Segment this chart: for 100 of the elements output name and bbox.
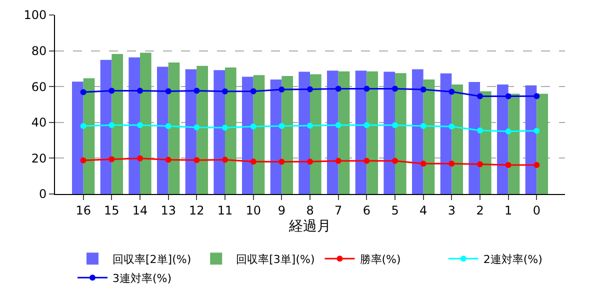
point (222, 156, 228, 163)
point (80, 122, 86, 129)
legend-label: 勝率(%) (360, 252, 401, 266)
point (420, 160, 426, 167)
point (165, 123, 172, 130)
point (108, 122, 115, 128)
y-tick-label: 80 (31, 44, 47, 58)
x-tick-label: 12 (189, 203, 204, 218)
legend-label: 回収率[3単](%) (236, 252, 315, 266)
bar (196, 66, 208, 194)
point (307, 158, 313, 165)
bar (282, 76, 293, 194)
legend-label: 2連対率(%) (483, 252, 542, 266)
point (335, 86, 342, 92)
bar (225, 67, 236, 194)
x-tick-label: 8 (306, 203, 314, 218)
point (194, 124, 200, 130)
point (477, 127, 483, 134)
point (335, 158, 342, 164)
bar (270, 79, 282, 194)
bar (338, 71, 350, 194)
bar (214, 70, 225, 194)
point (250, 88, 256, 94)
x-tick-label: 3 (448, 203, 456, 218)
bar (395, 73, 406, 194)
point (534, 93, 540, 100)
point (250, 124, 256, 130)
point (420, 86, 426, 92)
x-tick-label: 16 (76, 203, 91, 218)
point (165, 156, 172, 163)
point (278, 122, 285, 129)
y-tick-label: 60 (31, 80, 47, 94)
bar (412, 69, 424, 194)
bar (440, 73, 452, 194)
point (448, 88, 455, 95)
point (477, 93, 483, 100)
x-axis-title: 経過月 (288, 218, 331, 235)
point (364, 122, 370, 128)
bar (128, 57, 140, 194)
x-tick-label: 10 (246, 203, 261, 218)
legend-label: 3連対率(%) (112, 272, 172, 285)
point (108, 88, 115, 94)
point (448, 160, 455, 167)
bar (452, 84, 463, 194)
point (534, 162, 540, 168)
bar (140, 52, 152, 194)
bar (508, 94, 520, 194)
point (392, 86, 398, 92)
bar (185, 69, 197, 194)
bar (112, 54, 123, 194)
point (80, 89, 86, 96)
bar (525, 85, 537, 194)
x-tick-label: 13 (160, 203, 176, 218)
point (505, 93, 512, 100)
bar (536, 94, 548, 194)
x-tick-label: 5 (391, 203, 399, 218)
point (364, 158, 370, 164)
point (505, 162, 512, 168)
point (278, 158, 285, 165)
point (392, 158, 398, 164)
point (505, 128, 512, 134)
point (222, 124, 228, 131)
bar (157, 66, 168, 194)
point (80, 157, 86, 164)
x-tick-label: 4 (420, 203, 428, 218)
bar (355, 70, 367, 194)
x-tick-label: 9 (278, 203, 286, 218)
bar (310, 74, 322, 194)
x-tick-label: 15 (104, 203, 120, 218)
x-tick-label: 6 (362, 203, 370, 218)
x-tick-label: 11 (217, 203, 233, 218)
point (278, 86, 285, 92)
y-tick-label: 0 (38, 187, 47, 202)
point (534, 128, 540, 134)
bar (468, 82, 480, 194)
bar (242, 76, 254, 194)
point (194, 157, 200, 164)
x-tick-label: 1 (504, 203, 512, 218)
y-tick-label: 40 (31, 116, 47, 130)
bar (497, 84, 508, 194)
x-tick-label: 7 (334, 203, 342, 218)
point (307, 122, 313, 129)
point (307, 86, 313, 92)
bar (423, 79, 435, 194)
y-tick-label: 20 (31, 151, 47, 166)
bar (480, 91, 492, 194)
bar (366, 71, 378, 194)
x-tick-label: 0 (532, 203, 540, 218)
bar (253, 75, 265, 194)
point (392, 122, 398, 128)
point (165, 88, 172, 94)
bar (83, 78, 95, 194)
bar (384, 72, 395, 194)
bar (100, 60, 112, 194)
point (108, 156, 115, 162)
point (420, 122, 426, 129)
x-tick-label: 14 (132, 203, 148, 218)
point (364, 86, 370, 92)
point (250, 158, 256, 165)
point (137, 88, 143, 94)
